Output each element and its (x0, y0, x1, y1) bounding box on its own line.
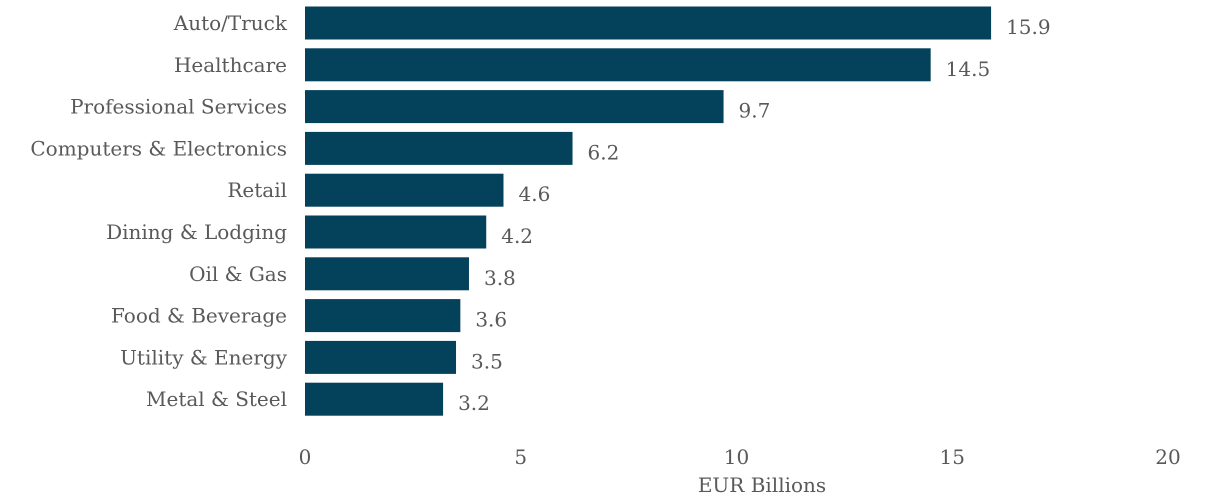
value-label-metal-and-steel: 3.2 (458, 391, 490, 415)
x-axis-ticks: 0 5 10 15 20 (299, 445, 1181, 469)
bar-utility-and-energy (305, 340, 457, 374)
value-labels: 15.9 14.5 9.7 6.2 4.6 4.2 3.8 3.6 3.5 3.2 (458, 15, 1051, 415)
category-label-metal-and-steel: Metal & Steel (146, 387, 287, 411)
category-label-retail: Retail (227, 178, 287, 202)
x-tick-label-10: 10 (724, 445, 749, 469)
value-label-food-and-beverage: 3.6 (475, 308, 507, 332)
bar-retail (305, 173, 504, 207)
category-label-healthcare: Healthcare (174, 53, 287, 77)
category-labels: Auto/Truck Healthcare Professional Service… (30, 11, 287, 411)
x-tick-label-20: 20 (1155, 445, 1180, 469)
x-tick-label-0: 0 (299, 445, 312, 469)
value-label-computers-and-electronics: 6.2 (588, 140, 620, 164)
bar-computers-and-electronics (305, 131, 573, 165)
x-tick-label-5: 5 (514, 445, 527, 469)
bar-professional-services (305, 90, 724, 124)
value-label-dining-and-lodging: 4.2 (501, 224, 533, 248)
category-label-oil-and-gas: Oil & Gas (189, 262, 287, 286)
bar-dining-and-lodging (305, 215, 487, 249)
bar-metal-and-steel (305, 382, 444, 416)
value-label-professional-services: 9.7 (739, 99, 771, 123)
category-label-professional-services: Professional Services (70, 95, 287, 119)
bar-food-and-beverage (305, 299, 461, 333)
category-label-utility-and-energy: Utility & Energy (120, 345, 288, 369)
category-label-dining-and-lodging: Dining & Lodging (106, 220, 287, 244)
bar-auto-truck (305, 6, 992, 40)
bars-group (305, 6, 992, 416)
value-label-auto-truck: 15.9 (1006, 15, 1051, 39)
bar-healthcare (305, 48, 931, 82)
x-axis-title: EUR Billions (698, 473, 826, 497)
x-tick-label-15: 15 (940, 445, 965, 469)
category-label-food-and-beverage: Food & Beverage (111, 304, 287, 328)
value-label-utility-and-energy: 3.5 (471, 349, 503, 373)
value-label-retail: 4.6 (518, 182, 550, 206)
category-label-auto-truck: Auto/Truck (173, 11, 288, 35)
bar-oil-and-gas (305, 257, 469, 291)
category-label-computers-and-electronics: Computers & Electronics (30, 136, 287, 160)
value-label-healthcare: 14.5 (946, 57, 991, 81)
value-label-oil-and-gas: 3.8 (484, 266, 516, 290)
